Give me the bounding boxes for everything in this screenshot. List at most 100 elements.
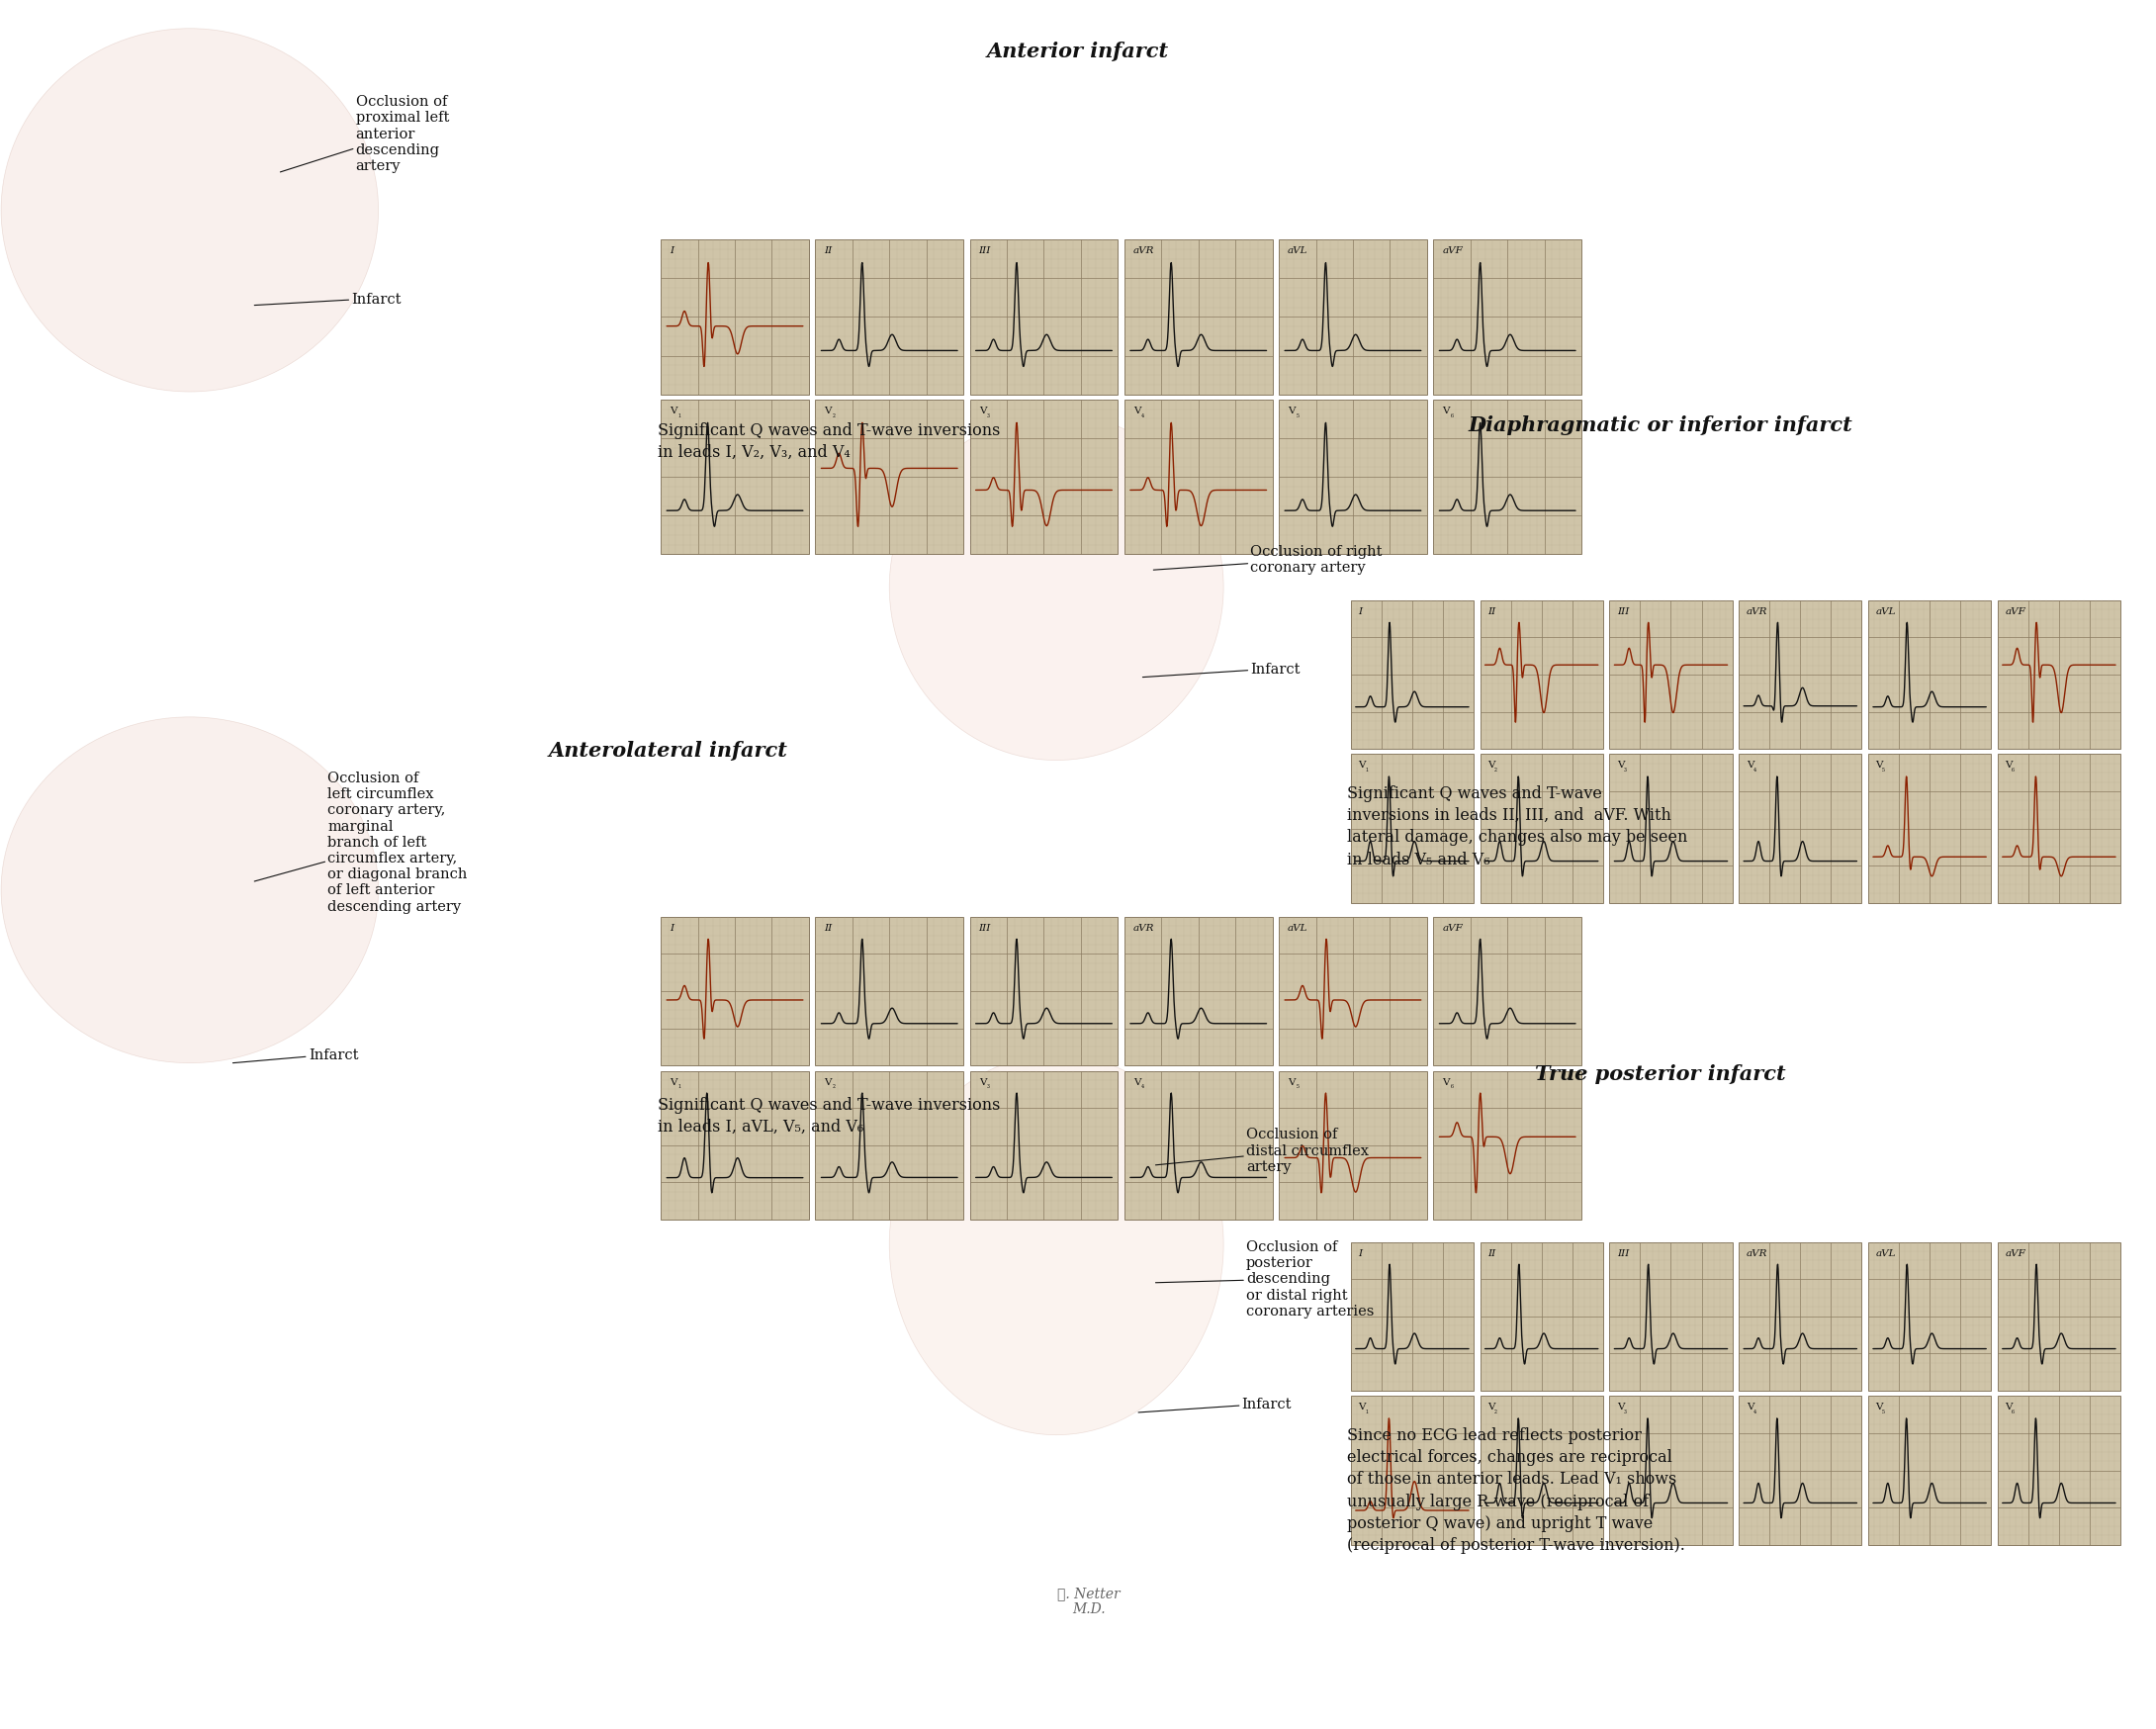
- Bar: [1479, 1397, 1604, 1546]
- Text: Occlusion of
distal circumflex
artery: Occlusion of distal circumflex artery: [1156, 1127, 1369, 1174]
- Text: V: V: [979, 406, 985, 415]
- Text: V: V: [1617, 1402, 1623, 1411]
- Text: V: V: [1358, 761, 1365, 769]
- Text: aVR: aVR: [1746, 607, 1768, 616]
- Bar: [815, 401, 964, 555]
- Text: I: I: [1358, 607, 1363, 616]
- Text: II: II: [1488, 607, 1496, 616]
- Ellipse shape: [0, 29, 379, 392]
- Text: V: V: [1746, 1402, 1753, 1411]
- Text: I: I: [671, 247, 675, 256]
- Ellipse shape: [890, 1055, 1225, 1435]
- Bar: [660, 401, 808, 555]
- Bar: [1125, 916, 1272, 1065]
- Text: V: V: [671, 1077, 677, 1086]
- Text: aVR: aVR: [1746, 1248, 1768, 1257]
- Text: aVF: aVF: [1442, 247, 1464, 256]
- Text: ₃: ₃: [1623, 1407, 1626, 1414]
- Text: Occlusion of right
coronary artery: Occlusion of right coronary artery: [1153, 545, 1382, 574]
- Text: ₂: ₂: [832, 1082, 834, 1089]
- Bar: [1608, 754, 1731, 903]
- Text: V: V: [1287, 406, 1296, 415]
- Text: aVL: aVL: [1876, 607, 1895, 616]
- Text: ℒ. Netter
M.D.: ℒ. Netter M.D.: [1056, 1585, 1121, 1615]
- Bar: [660, 916, 808, 1065]
- Text: ₂: ₂: [1494, 766, 1496, 773]
- Text: V: V: [1746, 761, 1753, 769]
- Text: V: V: [2005, 761, 2012, 769]
- Text: V: V: [1358, 1402, 1365, 1411]
- Text: V: V: [1617, 761, 1623, 769]
- Text: V: V: [1876, 761, 1882, 769]
- Text: aVR: aVR: [1134, 247, 1153, 256]
- Bar: [1738, 1241, 1861, 1390]
- Text: V: V: [1488, 1402, 1494, 1411]
- Bar: [1479, 754, 1604, 903]
- Bar: [1125, 401, 1272, 555]
- Text: V: V: [1134, 1077, 1141, 1086]
- Bar: [970, 1070, 1119, 1219]
- Text: V: V: [824, 1077, 832, 1086]
- Text: I: I: [1358, 1248, 1363, 1257]
- Text: ₆: ₆: [1451, 412, 1453, 418]
- Text: III: III: [979, 923, 992, 932]
- Bar: [1279, 401, 1427, 555]
- Text: ₃: ₃: [987, 412, 990, 418]
- Bar: [1350, 754, 1475, 903]
- Text: aVR: aVR: [1134, 923, 1153, 932]
- Bar: [1350, 602, 1475, 750]
- Text: II: II: [1488, 1248, 1496, 1257]
- Text: Anterolateral infarct: Anterolateral infarct: [550, 740, 787, 759]
- Text: III: III: [1617, 1248, 1630, 1257]
- Bar: [1279, 240, 1427, 396]
- Text: Occlusion of
proximal left
anterior
descending
artery: Occlusion of proximal left anterior desc…: [280, 95, 448, 173]
- Text: aVF: aVF: [2005, 607, 2024, 616]
- Bar: [1350, 1241, 1475, 1390]
- Text: ₂: ₂: [832, 412, 834, 418]
- Bar: [815, 240, 964, 396]
- Bar: [1350, 1397, 1475, 1546]
- Text: ₄: ₄: [1753, 766, 1755, 773]
- Text: II: II: [824, 247, 832, 256]
- Text: aVF: aVF: [2005, 1248, 2024, 1257]
- Text: aVL: aVL: [1876, 1248, 1895, 1257]
- Bar: [1867, 1397, 1992, 1546]
- Text: ₅: ₅: [1882, 766, 1884, 773]
- Bar: [1434, 240, 1583, 396]
- Text: Infarct: Infarct: [233, 1048, 358, 1063]
- Text: ₁: ₁: [1365, 1407, 1367, 1414]
- Text: Significant Q waves and T-wave
inversions in leads II, III, and  aVF. With
later: Significant Q waves and T-wave inversion…: [1348, 785, 1688, 868]
- Bar: [660, 240, 808, 396]
- Text: II: II: [824, 923, 832, 932]
- Bar: [1434, 401, 1583, 555]
- Text: ₃: ₃: [1623, 766, 1626, 773]
- Bar: [1479, 602, 1604, 750]
- Text: ₁: ₁: [1365, 766, 1367, 773]
- Text: V: V: [1442, 1077, 1449, 1086]
- Bar: [970, 401, 1119, 555]
- Bar: [1125, 1070, 1272, 1219]
- Bar: [1996, 754, 2122, 903]
- Bar: [815, 1070, 964, 1219]
- Text: V: V: [1134, 406, 1141, 415]
- Bar: [1738, 754, 1861, 903]
- Text: V: V: [1287, 1077, 1296, 1086]
- Bar: [1279, 1070, 1427, 1219]
- Text: V: V: [2005, 1402, 2012, 1411]
- Text: ₄: ₄: [1141, 412, 1145, 418]
- Text: Diaphragmatic or inferior infarct: Diaphragmatic or inferior infarct: [1468, 415, 1852, 434]
- Bar: [1867, 1241, 1992, 1390]
- Bar: [1738, 1397, 1861, 1546]
- Ellipse shape: [0, 718, 379, 1063]
- Text: Since no ECG lead reflects posterior
electrical forces, changes are reciprocal
o: Since no ECG lead reflects posterior ele…: [1348, 1426, 1686, 1553]
- Text: ₆: ₆: [2012, 1407, 2014, 1414]
- Text: Significant Q waves and T-wave inversions
in leads I, V₂, V₃, and V₄: Significant Q waves and T-wave inversion…: [658, 422, 1000, 460]
- Text: III: III: [1617, 607, 1630, 616]
- Text: ₂: ₂: [1494, 1407, 1496, 1414]
- Bar: [1608, 1241, 1731, 1390]
- Text: Infarct: Infarct: [254, 292, 401, 306]
- Bar: [1608, 602, 1731, 750]
- Text: True posterior infarct: True posterior infarct: [1535, 1063, 1785, 1082]
- Bar: [1279, 916, 1427, 1065]
- Bar: [970, 916, 1119, 1065]
